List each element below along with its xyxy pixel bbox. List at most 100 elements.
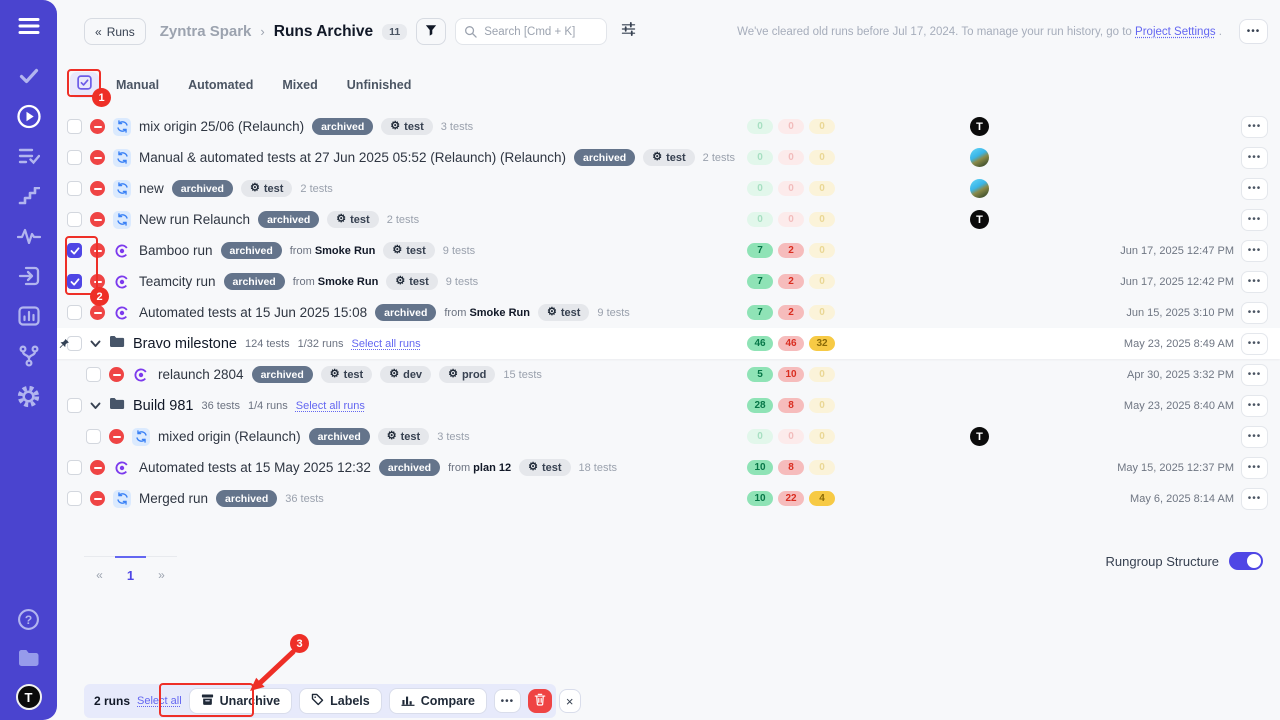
mixed-origin-icon bbox=[113, 210, 131, 229]
play-circle-icon[interactable] bbox=[16, 103, 42, 129]
test-count: 9 tests bbox=[445, 275, 479, 288]
row-checkbox[interactable] bbox=[67, 274, 82, 289]
collapse-chevron-icon[interactable] bbox=[90, 397, 101, 415]
tag-gear-icon: ⚙ bbox=[448, 368, 458, 380]
row-checkbox[interactable] bbox=[86, 429, 101, 444]
row-checkbox[interactable] bbox=[67, 150, 82, 165]
tab-automated[interactable]: Automated bbox=[188, 78, 254, 92]
archived-badge: archived bbox=[378, 459, 441, 476]
passed-count-pill: 0 bbox=[747, 429, 773, 444]
row-menu-button[interactable]: ••• bbox=[1241, 208, 1268, 231]
pagination-page-1[interactable]: 1 bbox=[115, 556, 146, 583]
row-menu-button[interactable]: ••• bbox=[1241, 301, 1268, 324]
delete-button[interactable] bbox=[527, 689, 552, 713]
row-checkbox[interactable] bbox=[67, 212, 82, 227]
unarchive-label: Unarchive bbox=[219, 694, 281, 708]
row-menu-button[interactable]: ••• bbox=[1241, 270, 1268, 293]
app-logo-avatar: T bbox=[970, 427, 989, 446]
skipped-count-pill: 0 bbox=[809, 305, 835, 320]
runs-list: mix origin 25/06 (Relaunch) archived ⚙ test… bbox=[57, 111, 1280, 514]
pagination-prev[interactable]: « bbox=[84, 556, 115, 583]
select-all-runs-link[interactable]: Select all runs bbox=[351, 337, 421, 350]
list-check-icon[interactable] bbox=[16, 143, 42, 169]
row-menu-button[interactable]: ••• bbox=[1241, 487, 1268, 510]
labels-button[interactable]: Labels bbox=[299, 688, 382, 714]
row-menu-button[interactable]: ••• bbox=[1241, 239, 1268, 262]
tag-badge-test: ⚙ test bbox=[537, 304, 590, 321]
tab-mixed[interactable]: Mixed bbox=[282, 78, 318, 92]
hamburger-menu-icon[interactable] bbox=[16, 13, 42, 39]
activity-pulse-icon[interactable] bbox=[16, 223, 42, 249]
check-icon[interactable] bbox=[16, 63, 42, 89]
user-avatar[interactable]: T bbox=[15, 684, 42, 710]
close-bulk-bar-button[interactable]: × bbox=[558, 689, 581, 713]
compare-label: Compare bbox=[420, 694, 475, 708]
row-main: mix origin 25/06 (Relaunch) archived ⚙ test… bbox=[67, 117, 747, 136]
run-title: Teamcity run bbox=[139, 274, 216, 289]
run-title: new bbox=[139, 181, 164, 196]
gear-icon[interactable] bbox=[16, 383, 42, 409]
row-checkbox[interactable] bbox=[67, 181, 82, 196]
row-main: Bamboo run archived from Smoke Run ⚙ test 9 t… bbox=[67, 242, 747, 260]
row-checkbox[interactable] bbox=[67, 491, 82, 506]
passed-count-pill: 10 bbox=[747, 491, 773, 506]
row-main: New run Relaunch archived ⚙ test 2 tests bbox=[67, 210, 747, 229]
row-menu-button[interactable]: ••• bbox=[1241, 146, 1268, 169]
bulk-more-button[interactable]: ••• bbox=[493, 689, 521, 713]
analytics-chart-icon[interactable] bbox=[16, 303, 42, 329]
folder-icon[interactable] bbox=[16, 645, 42, 671]
row-checkbox[interactable] bbox=[67, 305, 82, 320]
archived-badge: archived bbox=[171, 180, 233, 197]
test-count: 3 tests bbox=[437, 430, 470, 443]
breadcrumb-project[interactable]: Zyntra Spark bbox=[159, 23, 252, 40]
avatar-zone: T bbox=[847, 427, 1112, 446]
row-checkbox[interactable] bbox=[86, 367, 101, 382]
rungroup-structure-switch[interactable] bbox=[1229, 552, 1263, 570]
row-checkbox[interactable] bbox=[67, 243, 82, 258]
no-entry-status-icon bbox=[109, 367, 124, 382]
run-row: New run Relaunch archived ⚙ test 2 tests 0 0 0 T… bbox=[57, 204, 1280, 235]
row-menu-button[interactable]: ••• bbox=[1241, 456, 1268, 479]
view-settings-button[interactable] bbox=[616, 20, 640, 44]
row-menu-button[interactable]: ••• bbox=[1241, 177, 1268, 200]
selected-count: 2 runs bbox=[94, 694, 131, 708]
pagination-next[interactable]: » bbox=[146, 556, 177, 583]
row-menu-button[interactable]: ••• bbox=[1241, 363, 1268, 386]
failed-count-pill: 10 bbox=[778, 367, 804, 382]
row-checkbox[interactable] bbox=[67, 460, 82, 475]
tab-manual[interactable]: Manual bbox=[116, 78, 160, 92]
row-checkbox[interactable] bbox=[67, 398, 82, 413]
row-checkbox[interactable] bbox=[67, 336, 82, 351]
branch-icon[interactable] bbox=[16, 343, 42, 369]
filter-button[interactable] bbox=[416, 18, 447, 45]
select-all-toggle-button[interactable] bbox=[70, 72, 99, 98]
row-main: new archived ⚙ test 2 tests bbox=[67, 179, 747, 198]
back-to-runs-button[interactable]: « Runs bbox=[84, 18, 146, 45]
row-main: Merged run archived 36 tests bbox=[67, 489, 747, 508]
compare-button[interactable]: Compare bbox=[388, 688, 487, 714]
unarchive-button[interactable]: Unarchive bbox=[188, 688, 293, 714]
row-checkbox[interactable] bbox=[67, 119, 82, 134]
run-title: mix origin 25/06 (Relaunch) bbox=[139, 119, 305, 134]
row-menu-button[interactable]: ••• bbox=[1241, 425, 1268, 448]
row-menu-button[interactable]: ••• bbox=[1241, 115, 1268, 138]
row-menu-button[interactable]: ••• bbox=[1241, 332, 1268, 355]
collapse-chevron-icon[interactable] bbox=[90, 335, 101, 353]
tag-badge-test: ⚙ test bbox=[327, 211, 379, 228]
steps-icon[interactable] bbox=[16, 183, 42, 209]
help-icon[interactable]: ? bbox=[16, 606, 42, 632]
project-settings-link[interactable]: Project Settings bbox=[1135, 25, 1216, 38]
no-entry-status-icon bbox=[90, 212, 105, 227]
select-all-link[interactable]: Select all bbox=[137, 695, 182, 707]
row-menu-button[interactable]: ••• bbox=[1241, 394, 1268, 417]
tag-gear-icon: ⚙ bbox=[390, 120, 401, 132]
select-all-runs-link[interactable]: Select all runs bbox=[295, 399, 365, 412]
page-menu-button[interactable]: ••• bbox=[1239, 19, 1268, 44]
run-row: mix origin 25/06 (Relaunch) archived ⚙ test… bbox=[57, 111, 1280, 142]
run-title: relaunch 2804 bbox=[158, 367, 244, 382]
import-icon[interactable] bbox=[16, 263, 42, 289]
tab-unfinished[interactable]: Unfinished bbox=[346, 78, 412, 92]
search-input[interactable] bbox=[455, 18, 608, 45]
